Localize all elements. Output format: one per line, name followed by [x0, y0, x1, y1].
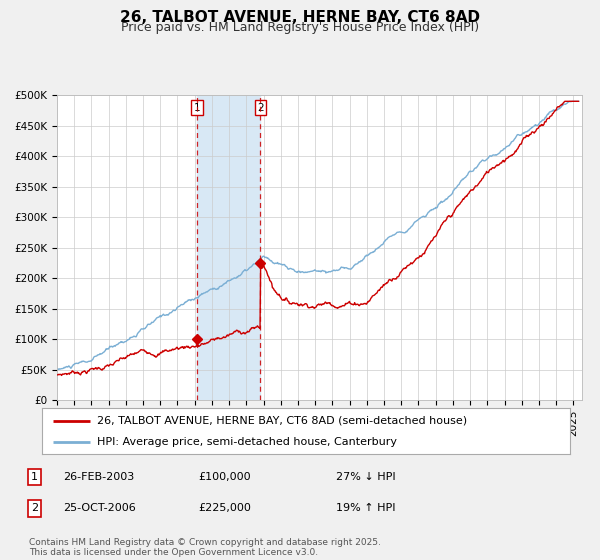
- Text: £225,000: £225,000: [198, 503, 251, 514]
- Text: 2: 2: [257, 103, 264, 113]
- Text: 27% ↓ HPI: 27% ↓ HPI: [336, 472, 395, 482]
- Text: HPI: Average price, semi-detached house, Canterbury: HPI: Average price, semi-detached house,…: [97, 437, 397, 447]
- Bar: [197, 95, 260, 400]
- Text: 2: 2: [31, 503, 38, 514]
- Text: 26-FEB-2003: 26-FEB-2003: [63, 472, 134, 482]
- Text: Contains HM Land Registry data © Crown copyright and database right 2025.
This d: Contains HM Land Registry data © Crown c…: [29, 538, 380, 557]
- Text: £100,000: £100,000: [198, 472, 251, 482]
- Text: Price paid vs. HM Land Registry's House Price Index (HPI): Price paid vs. HM Land Registry's House …: [121, 21, 479, 34]
- Text: 25-OCT-2006: 25-OCT-2006: [63, 503, 136, 514]
- Text: 19% ↑ HPI: 19% ↑ HPI: [336, 503, 395, 514]
- Text: 26, TALBOT AVENUE, HERNE BAY, CT6 8AD: 26, TALBOT AVENUE, HERNE BAY, CT6 8AD: [120, 10, 480, 25]
- Text: 26, TALBOT AVENUE, HERNE BAY, CT6 8AD (semi-detached house): 26, TALBOT AVENUE, HERNE BAY, CT6 8AD (s…: [97, 416, 467, 426]
- Text: 1: 1: [31, 472, 38, 482]
- Text: 1: 1: [194, 103, 200, 113]
